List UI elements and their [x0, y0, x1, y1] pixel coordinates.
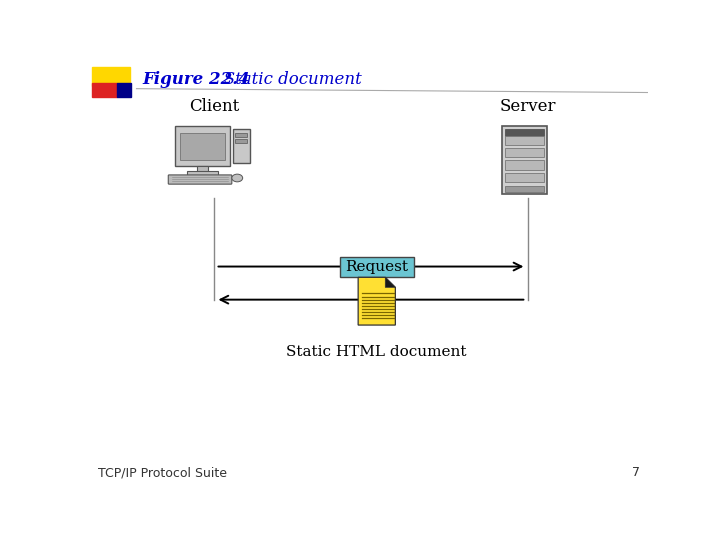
Bar	[505, 130, 544, 136]
Bar	[505, 173, 544, 182]
Bar	[505, 186, 544, 192]
Bar	[197, 166, 208, 172]
Bar	[235, 133, 248, 137]
Bar	[505, 160, 544, 170]
Polygon shape	[385, 278, 395, 287]
FancyBboxPatch shape	[168, 175, 232, 184]
Text: TCP/IP Protocol Suite: TCP/IP Protocol Suite	[98, 467, 227, 480]
Bar	[505, 148, 544, 157]
Bar	[235, 139, 248, 143]
Bar	[92, 83, 117, 97]
Polygon shape	[358, 278, 395, 325]
Text: Static HTML document: Static HTML document	[287, 345, 467, 359]
Text: Client: Client	[189, 98, 239, 115]
Bar	[92, 67, 130, 86]
Ellipse shape	[232, 174, 243, 182]
Bar	[175, 126, 230, 166]
Text: Figure 22.4: Figure 22.4	[143, 71, 251, 88]
Text: Static document: Static document	[208, 71, 361, 88]
Bar	[503, 126, 547, 194]
Bar	[505, 136, 544, 145]
Bar	[187, 171, 218, 177]
Bar	[117, 83, 131, 97]
Text: Server: Server	[500, 98, 556, 115]
Text: 7: 7	[632, 467, 640, 480]
Bar	[233, 130, 250, 164]
FancyBboxPatch shape	[340, 256, 413, 276]
Text: Request: Request	[346, 260, 408, 274]
Bar	[180, 132, 225, 160]
